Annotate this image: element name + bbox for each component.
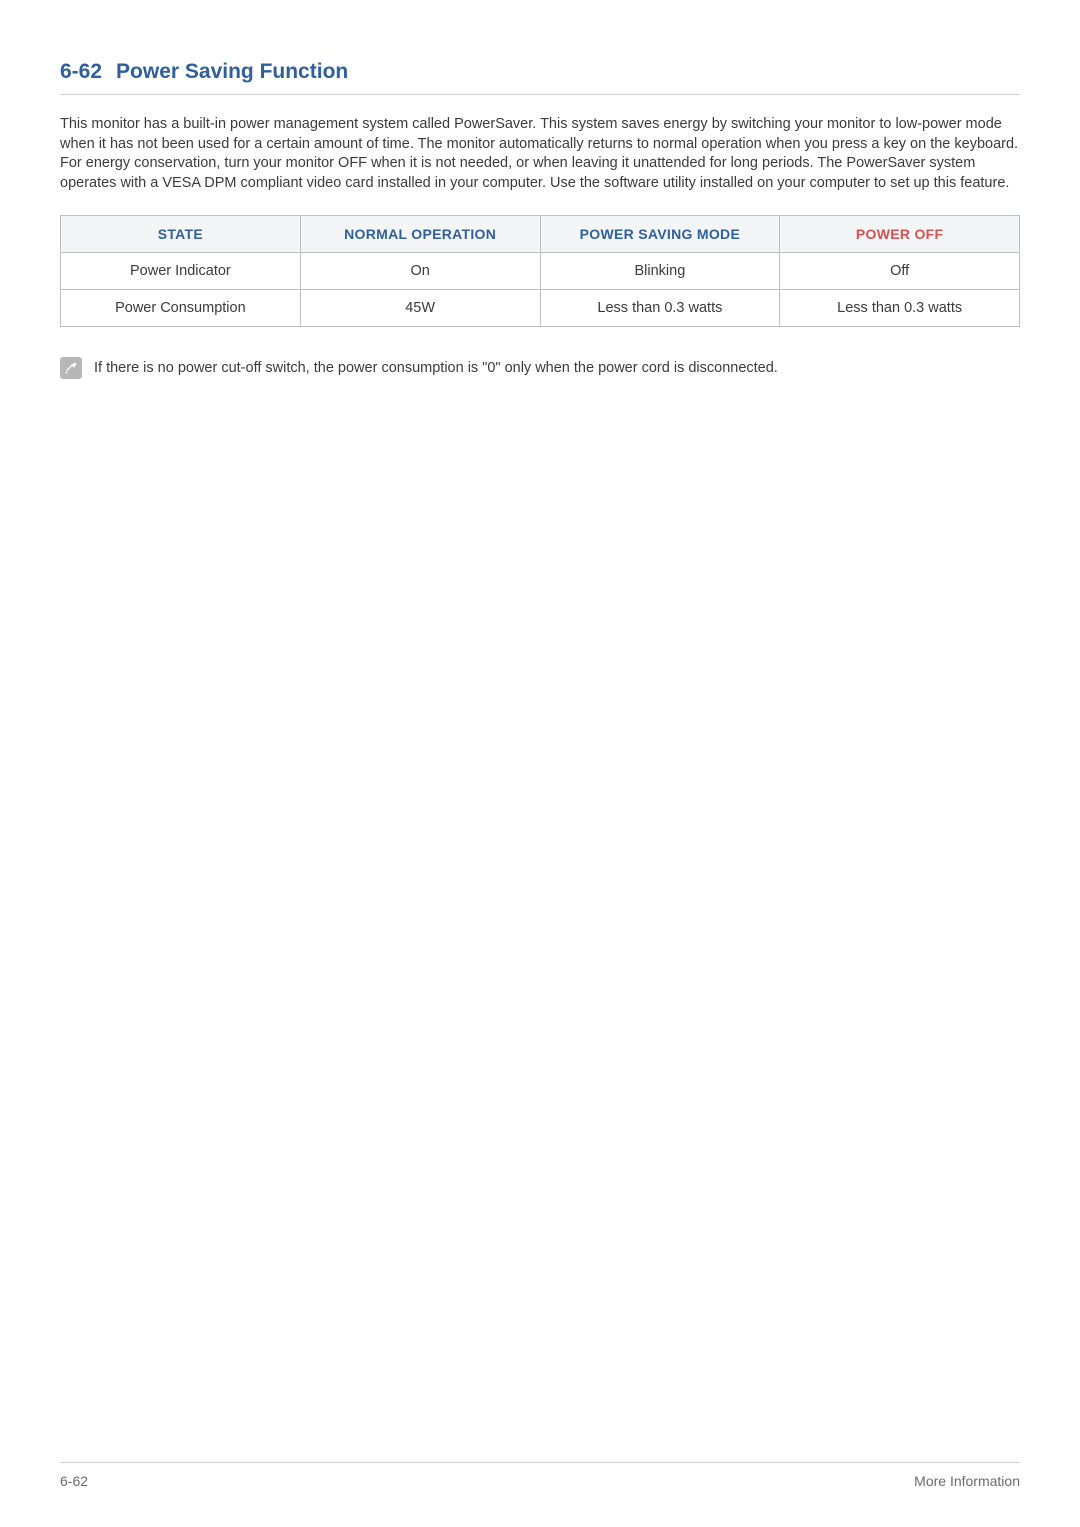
cell-saving: Less than 0.3 watts (540, 290, 780, 327)
cell-saving: Blinking (540, 253, 780, 290)
note: If there is no power cut-off switch, the… (60, 357, 1020, 379)
table-header-row: STATE NORMAL OPERATION POWER SAVING MODE… (61, 216, 1020, 253)
row-label: Power Consumption (61, 290, 301, 327)
section-heading: 6-62 Power Saving Function (60, 60, 1020, 95)
col-normal: NORMAL OPERATION (300, 216, 540, 253)
row-label: Power Indicator (61, 253, 301, 290)
col-saving: POWER SAVING MODE (540, 216, 780, 253)
table-row: Power Indicator On Blinking Off (61, 253, 1020, 290)
page-footer: 6-62 More Information (60, 1462, 1020, 1489)
note-text: If there is no power cut-off switch, the… (94, 357, 778, 379)
col-state: STATE (61, 216, 301, 253)
power-saving-table: STATE NORMAL OPERATION POWER SAVING MODE… (60, 215, 1020, 327)
table-row: Power Consumption 45W Less than 0.3 watt… (61, 290, 1020, 327)
page-content: 6-62 Power Saving Function This monitor … (0, 0, 1080, 379)
cell-off: Off (780, 253, 1020, 290)
note-icon (60, 357, 82, 379)
section-number: 6-62 (60, 60, 102, 84)
cell-off: Less than 0.3 watts (780, 290, 1020, 327)
footer-page-number: 6-62 (60, 1473, 88, 1489)
col-off: POWER OFF (780, 216, 1020, 253)
footer-section-name: More Information (914, 1473, 1020, 1489)
cell-normal: 45W (300, 290, 540, 327)
intro-paragraph: This monitor has a built-in power manage… (60, 115, 1020, 193)
section-title: Power Saving Function (116, 60, 348, 84)
cell-normal: On (300, 253, 540, 290)
